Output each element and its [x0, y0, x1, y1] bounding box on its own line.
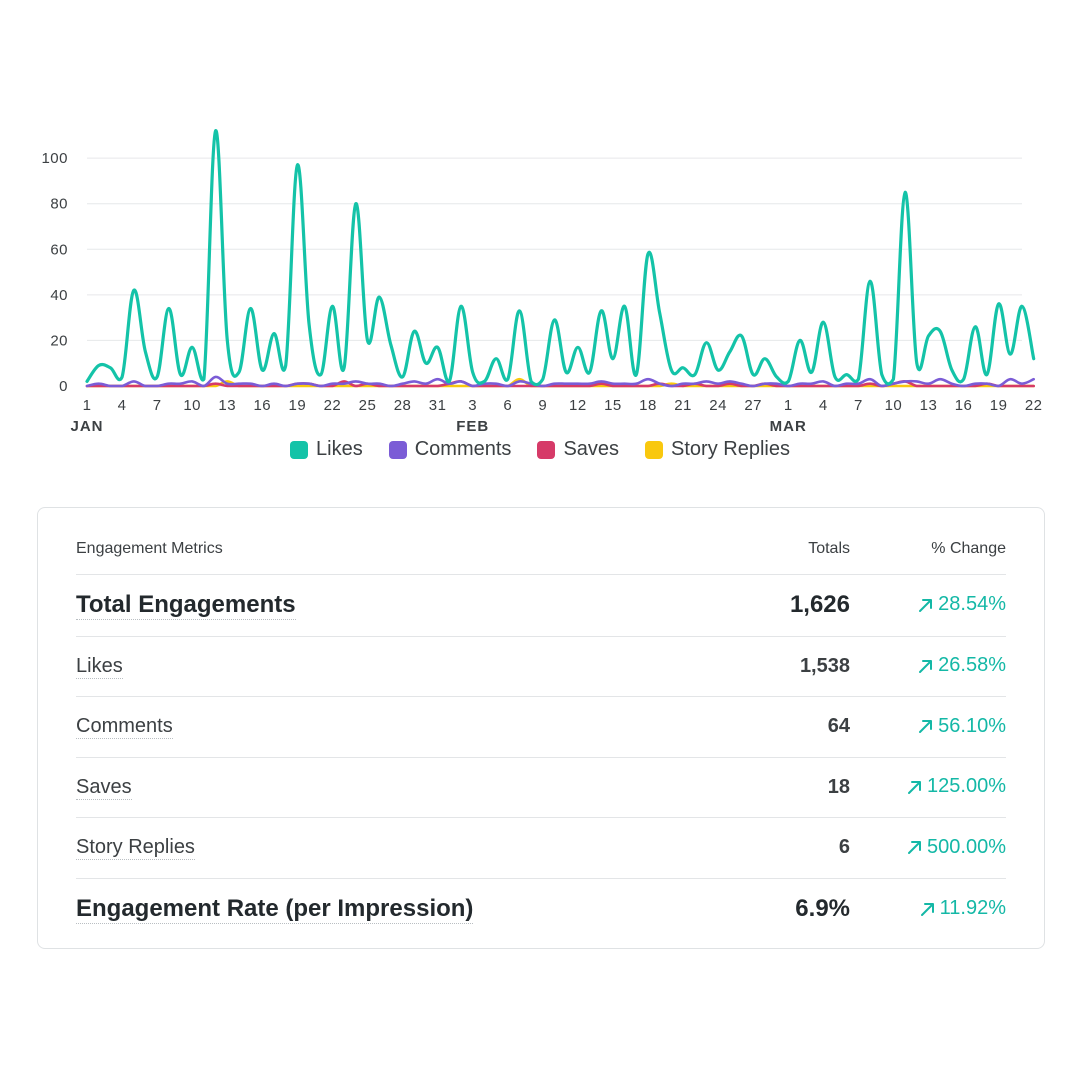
table-row: Engagement Rate (per Impression) 6.9% 11.9…: [76, 878, 1006, 940]
metric-change: 28.54%: [916, 593, 1006, 616]
metric-label[interactable]: Saves: [76, 775, 132, 800]
x-tick-label: 10: [183, 397, 201, 414]
x-tick-label: 4: [118, 397, 127, 414]
x-tick-label: 25: [359, 397, 377, 414]
metric-label[interactable]: Likes: [76, 654, 123, 679]
metric-total: 1,538: [799, 654, 850, 677]
metric-label[interactable]: Comments: [76, 715, 173, 739]
metric-total: 1,626: [789, 591, 850, 619]
x-tick-label: 19: [990, 397, 1008, 414]
legend-label: Likes: [316, 438, 363, 460]
x-tick-label: 27: [744, 397, 762, 414]
table-row: Saves 18 125.00%: [76, 757, 1006, 818]
x-tick-label: 12: [569, 397, 587, 414]
header-change: % Change: [931, 540, 1006, 557]
x-tick-label: 1: [784, 397, 793, 414]
x-tick-label: 10: [885, 397, 903, 414]
x-tick-label: 4: [819, 397, 828, 414]
series-line-saves: [85, 380, 1035, 388]
metric-total: 6: [838, 836, 850, 858]
metric-change: 11.92%: [918, 897, 1006, 920]
change-value: 500.00%: [927, 835, 1006, 858]
x-tick-label: 6: [503, 397, 512, 414]
x-tick-label: 21: [674, 397, 692, 414]
x-month-label: MAR: [770, 418, 807, 435]
x-tick-label: 16: [955, 397, 973, 414]
metric-total: 18: [827, 775, 850, 798]
legend-item-story-replies[interactable]: Story Replies: [645, 438, 790, 461]
arrow-up-right-icon: [919, 720, 933, 733]
change-value: 26.58%: [938, 654, 1006, 676]
legend-item-saves[interactable]: Saves: [537, 438, 619, 461]
legend-label: Story Replies: [671, 438, 790, 460]
x-tick-label: 24: [709, 397, 727, 414]
metric-change: 125.00%: [905, 775, 1006, 798]
table-row: Total Engagements 1,626 28.54%: [76, 574, 1006, 637]
header-metric: Engagement Metrics: [76, 540, 223, 557]
table-row: Story Replies 6 500.00%: [76, 817, 1006, 879]
chart-legend: Likes Comments Saves Story Replies: [0, 438, 1080, 461]
table-header: Engagement Metrics Totals % Change: [76, 508, 1006, 575]
y-axis: 0 20 40 60 80 100: [41, 150, 68, 395]
metric-label[interactable]: Story Replies: [76, 836, 195, 860]
table-row: Comments 64 56.10%: [76, 696, 1006, 758]
x-tick-label: 22: [324, 397, 342, 414]
legend-swatch: [290, 440, 309, 459]
legend-label: Comments: [414, 438, 512, 460]
series-line-likes: [85, 129, 1036, 387]
series-line-comments: [85, 375, 1035, 388]
x-tick-label: 28: [394, 397, 412, 414]
table-row: Likes 1,538 26.58%: [76, 636, 1006, 697]
y-tick-label: 100: [41, 150, 68, 167]
legend-item-likes[interactable]: Likes: [290, 438, 363, 461]
x-tick-label: 3: [468, 397, 477, 414]
change-value: 56.10%: [938, 714, 1006, 737]
header-totals: Totals: [808, 540, 850, 557]
metric-change: 26.58%: [916, 654, 1006, 677]
x-month-label: FEB: [456, 418, 489, 435]
y-tick-label: 40: [50, 287, 68, 304]
arrow-up-right-icon: [908, 841, 922, 854]
x-axis: 1 4 7 10 13 16 19 22 25 28 31 3 6 9 12 15 18 21 24 27 1 4 7 10 1…: [70, 397, 1042, 435]
legend-swatch: [645, 440, 664, 459]
x-tick-label: 7: [153, 397, 162, 414]
engagement-line-chart: 0 20 40 60 80 100 1 4 7 10 13 16 19 22 25 28 31 3 6 9 12 15 1…: [0, 0, 1080, 440]
x-tick-label: 18: [639, 397, 657, 414]
x-tick-label: 22: [1025, 397, 1043, 414]
x-tick-label: 15: [604, 397, 622, 414]
change-value: 125.00%: [927, 775, 1006, 797]
x-tick-label: 13: [218, 397, 236, 414]
metric-total: 6.9%: [795, 895, 850, 923]
arrow-up-right-icon: [908, 780, 922, 794]
x-tick-label: 7: [854, 397, 863, 414]
engagement-metrics-table: Engagement Metrics Totals % Change Total…: [37, 507, 1045, 949]
x-tick-label: 1: [83, 397, 92, 414]
x-tick-label: 13: [920, 397, 938, 414]
x-month-label: JAN: [70, 418, 103, 435]
x-tick-label: 16: [253, 397, 271, 414]
x-tick-label: 19: [289, 397, 307, 414]
legend-item-comments[interactable]: Comments: [388, 438, 512, 461]
y-tick-label: 60: [50, 241, 68, 258]
x-tick-label: 9: [538, 397, 547, 414]
metric-change: 56.10%: [916, 715, 1006, 738]
arrow-up-right-icon: [919, 659, 933, 673]
legend-label: Saves: [563, 438, 620, 460]
change-value: 28.54%: [938, 593, 1006, 615]
change-value: 11.92%: [939, 897, 1006, 919]
y-tick-label: 0: [59, 378, 68, 395]
legend-swatch: [537, 440, 556, 459]
arrow-up-right-icon: [920, 902, 934, 916]
x-tick-label: 31: [429, 397, 447, 414]
metric-change: 500.00%: [905, 836, 1006, 859]
chart-series: [85, 129, 1036, 388]
metric-total: 64: [827, 715, 850, 737]
metric-label[interactable]: Total Engagements: [76, 591, 296, 620]
legend-swatch: [388, 440, 407, 459]
metric-label[interactable]: Engagement Rate (per Impression): [76, 895, 474, 924]
y-tick-label: 20: [50, 332, 68, 349]
arrow-up-right-icon: [919, 598, 933, 612]
y-tick-label: 80: [50, 196, 68, 213]
